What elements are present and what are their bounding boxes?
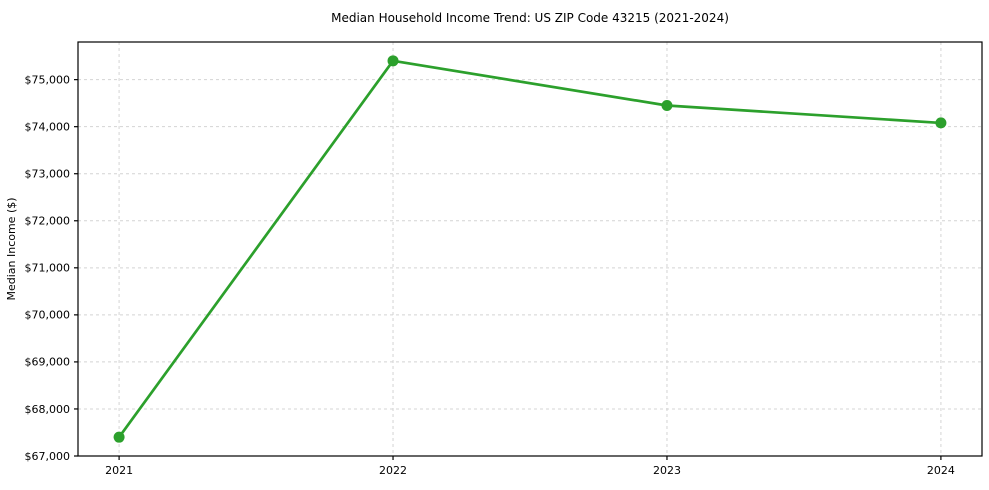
data-point-marker (387, 55, 399, 67)
y-tick-label: $67,000 (25, 450, 71, 463)
y-tick-label: $75,000 (25, 73, 71, 86)
y-tick-label: $71,000 (25, 262, 71, 275)
y-tick-label: $74,000 (25, 120, 71, 133)
y-axis-label: Median Income ($) (5, 197, 18, 300)
x-tick-label: 2024 (927, 464, 955, 477)
chart-title: Median Household Income Trend: US ZIP Co… (331, 11, 729, 25)
trend-line (117, 59, 943, 439)
y-tick-label: $68,000 (25, 403, 71, 416)
x-tick-label: 2022 (379, 464, 407, 477)
y-tick-label: $73,000 (25, 168, 71, 181)
plot-area: $67,000 $68,000 $69,000 $70,000 $71,000 $72,0… (25, 41, 983, 477)
y-tick-label: $72,000 (25, 215, 71, 228)
x-tick-label: 2021 (105, 464, 133, 477)
y-tick-label: $70,000 (25, 309, 71, 322)
plot-border (77, 41, 983, 457)
data-point-marker (935, 117, 947, 129)
data-point-marker (661, 100, 673, 112)
x-tick-label: 2023 (653, 464, 681, 477)
y-tick-label: $69,000 (25, 356, 71, 369)
data-point-marker (113, 431, 125, 443)
